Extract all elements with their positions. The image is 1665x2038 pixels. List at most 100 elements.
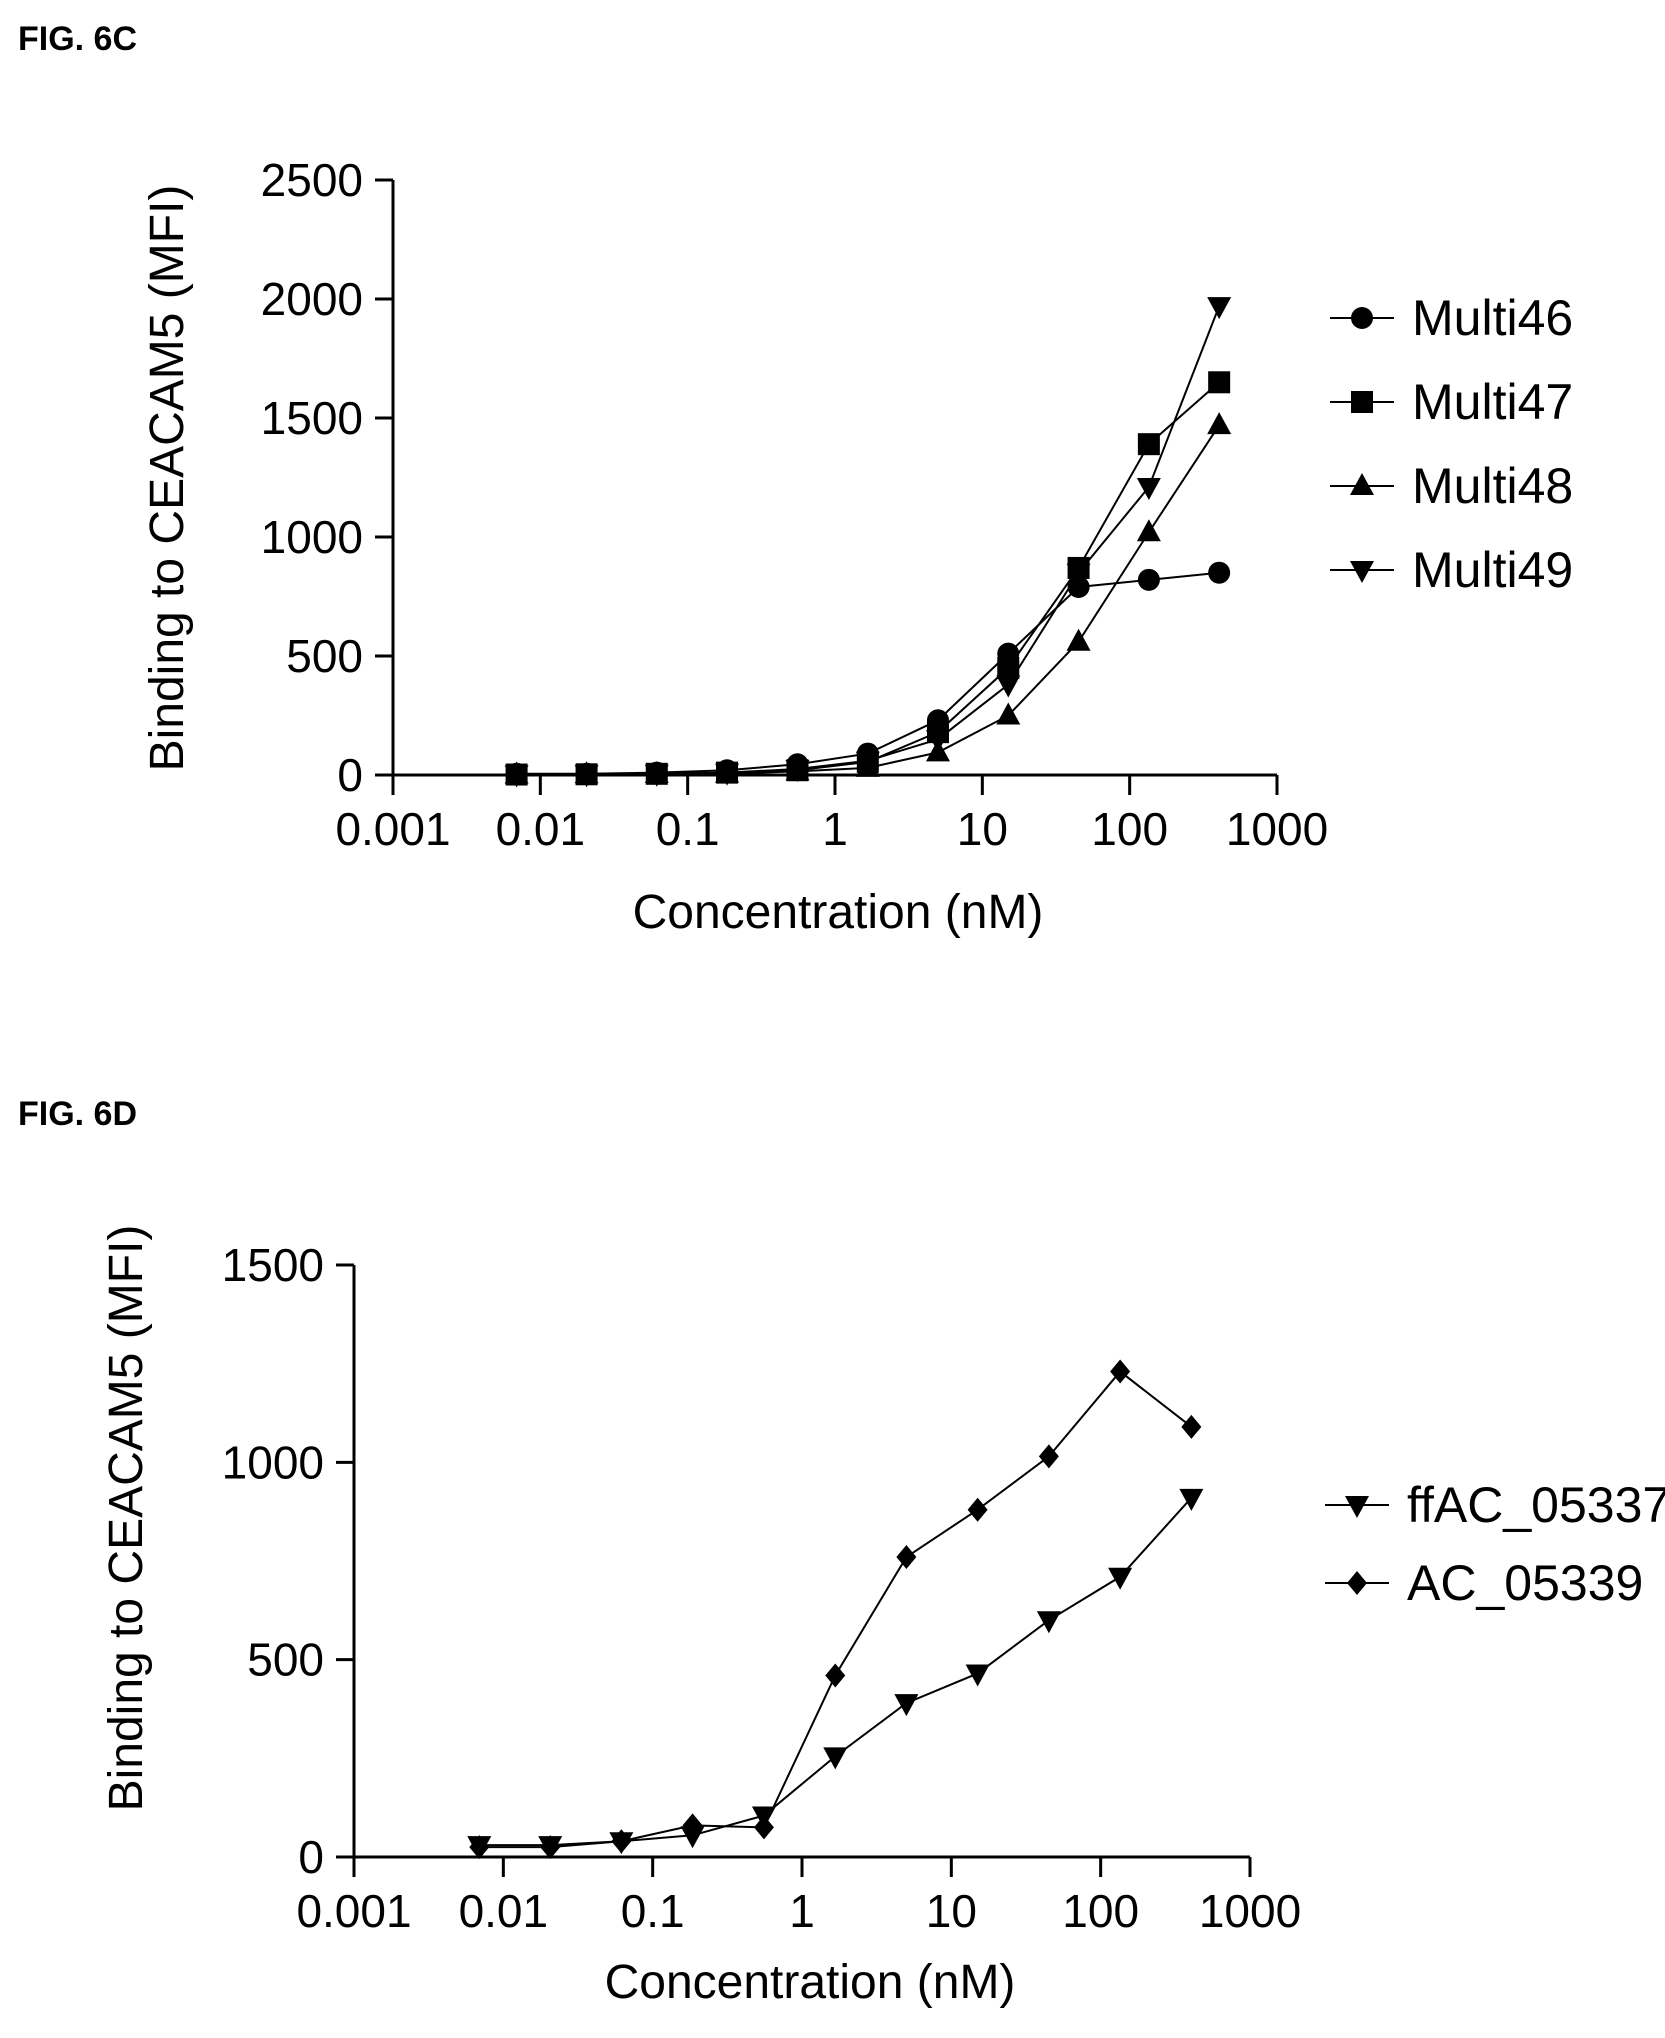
legend: Multi46 Multi47 Multi48 Multi49: [1330, 290, 1573, 598]
y-tick-label: 0: [337, 749, 363, 801]
legend-marker: [1345, 1496, 1369, 1518]
legend-label: AC_05339: [1407, 1555, 1643, 1611]
x-tick-label: 100: [1062, 1885, 1139, 1937]
plot-area: 0.001 0.01 0.1 1 10 100 1000 0 500 1000 1500: [222, 1239, 1302, 1937]
data-point: [894, 1694, 919, 1717]
legend-item: Multi48: [1330, 458, 1573, 514]
x-axis-title: Concentration (nM): [605, 1956, 1016, 2009]
y-tick-label: 1500: [222, 1239, 324, 1291]
x-tick-label: 10: [957, 803, 1008, 855]
x-tick-label: 0.001: [335, 803, 450, 855]
data-point: [1136, 478, 1161, 501]
data-point: [1208, 371, 1231, 394]
data-point: [1110, 1359, 1131, 1384]
data-point: [996, 675, 1021, 698]
series-AC_05339: [469, 1359, 1202, 1860]
data-point: [1066, 563, 1091, 586]
data-point: [965, 1664, 990, 1687]
legend-item: Multi47: [1330, 374, 1573, 430]
legend-marker: [1350, 473, 1374, 495]
y-tick-label: 500: [286, 630, 363, 682]
series-line: [516, 381, 1220, 776]
data-point: [785, 760, 810, 783]
x-axis-title: Concentration (nM): [633, 886, 1044, 939]
chart-fig-6d: FIG. 6D 0.001 0.01 0.1 1 10 100 1000 0 500 1000 15…: [18, 1095, 1665, 2009]
data-point: [469, 1835, 490, 1860]
y-tick-label: 500: [247, 1634, 324, 1686]
x-tick-label: 1: [822, 803, 848, 855]
y-tick-label: 2500: [261, 154, 363, 206]
legend-marker: [1351, 307, 1373, 329]
data-point: [996, 702, 1021, 725]
data-point: [1137, 433, 1160, 456]
legend: ffAC_05337 AC_05339: [1325, 1477, 1665, 1611]
data-point: [540, 1835, 561, 1860]
data-point: [1207, 412, 1232, 435]
legend-marker: [1350, 561, 1374, 583]
data-point: [825, 1663, 846, 1688]
y-tick-label: 1000: [261, 511, 363, 563]
data-point: [682, 1813, 703, 1838]
series-line: [479, 1370, 1192, 1849]
y-axis-title: Binding to CEACAM5 (MFI): [141, 185, 194, 772]
data-point: [611, 1829, 632, 1854]
y-tick-label: 2000: [261, 273, 363, 325]
figure-label: FIG. 6D: [18, 1095, 137, 1133]
data-point: [1137, 568, 1160, 591]
data-point: [1038, 1444, 1059, 1469]
series-Multi47: [505, 371, 1231, 786]
data-point: [574, 765, 599, 788]
data-point: [504, 765, 529, 788]
data-point: [896, 1545, 917, 1570]
x-tick-label: 1000: [1226, 803, 1328, 855]
data-point: [1208, 561, 1231, 584]
data-point: [1136, 519, 1161, 542]
legend-label: ffAC_05337: [1407, 1477, 1665, 1533]
series-line: [516, 305, 1221, 776]
x-tick-label: 0.01: [459, 1885, 549, 1937]
data-point: [644, 764, 669, 787]
data-point: [967, 1497, 988, 1522]
legend-label: Multi48: [1412, 458, 1573, 514]
legend-label: Multi46: [1412, 290, 1573, 346]
series-Multi49: [504, 297, 1232, 788]
x-tick-label: 100: [1091, 803, 1168, 855]
legend-label: Multi47: [1412, 374, 1573, 430]
legend-item: Multi49: [1330, 542, 1573, 598]
legend-label: Multi49: [1412, 542, 1573, 598]
y-tick-label: 1000: [222, 1436, 324, 1488]
data-point: [753, 1815, 774, 1840]
legend-marker: [1347, 1571, 1367, 1595]
data-point: [855, 751, 880, 774]
x-tick-label: 0.1: [656, 803, 720, 855]
data-point: [1207, 297, 1232, 320]
data-point: [1108, 1567, 1133, 1590]
data-point: [823, 1747, 848, 1770]
y-tick-label: 0: [298, 1831, 324, 1883]
legend-item: AC_05339: [1325, 1555, 1643, 1611]
legend-item: Multi46: [1330, 290, 1573, 346]
series-line: [516, 424, 1221, 776]
figure-label: FIG. 6C: [18, 20, 137, 58]
x-tick-label: 1: [789, 1885, 815, 1937]
data-point: [1036, 1611, 1061, 1634]
legend-item: ffAC_05337: [1325, 1477, 1665, 1533]
chart-fig-6c: FIG. 6C 0.001 0.01 0.1 1 10 100 1000 0 500 1000 15…: [18, 20, 1573, 939]
data-point: [715, 763, 740, 786]
x-tick-label: 0.1: [621, 1885, 685, 1937]
x-tick-label: 1000: [1199, 1885, 1301, 1937]
y-tick-label: 1500: [261, 392, 363, 444]
series-Multi48: [504, 412, 1232, 784]
data-point: [1179, 1488, 1204, 1511]
data-point: [925, 730, 950, 753]
x-tick-label: 0.01: [496, 803, 586, 855]
x-tick-label: 10: [926, 1885, 977, 1937]
x-tick-label: 0.001: [296, 1885, 411, 1937]
data-point: [997, 656, 1020, 679]
data-point: [1066, 628, 1091, 651]
legend-marker: [1351, 391, 1373, 413]
y-axis-title: Binding to CEACAM5 (MFI): [100, 1225, 153, 1812]
plot-area: 0.001 0.01 0.1 1 10 100 1000 0 500 1000 1500 2000 25…: [261, 154, 1329, 855]
data-point: [1181, 1414, 1202, 1439]
